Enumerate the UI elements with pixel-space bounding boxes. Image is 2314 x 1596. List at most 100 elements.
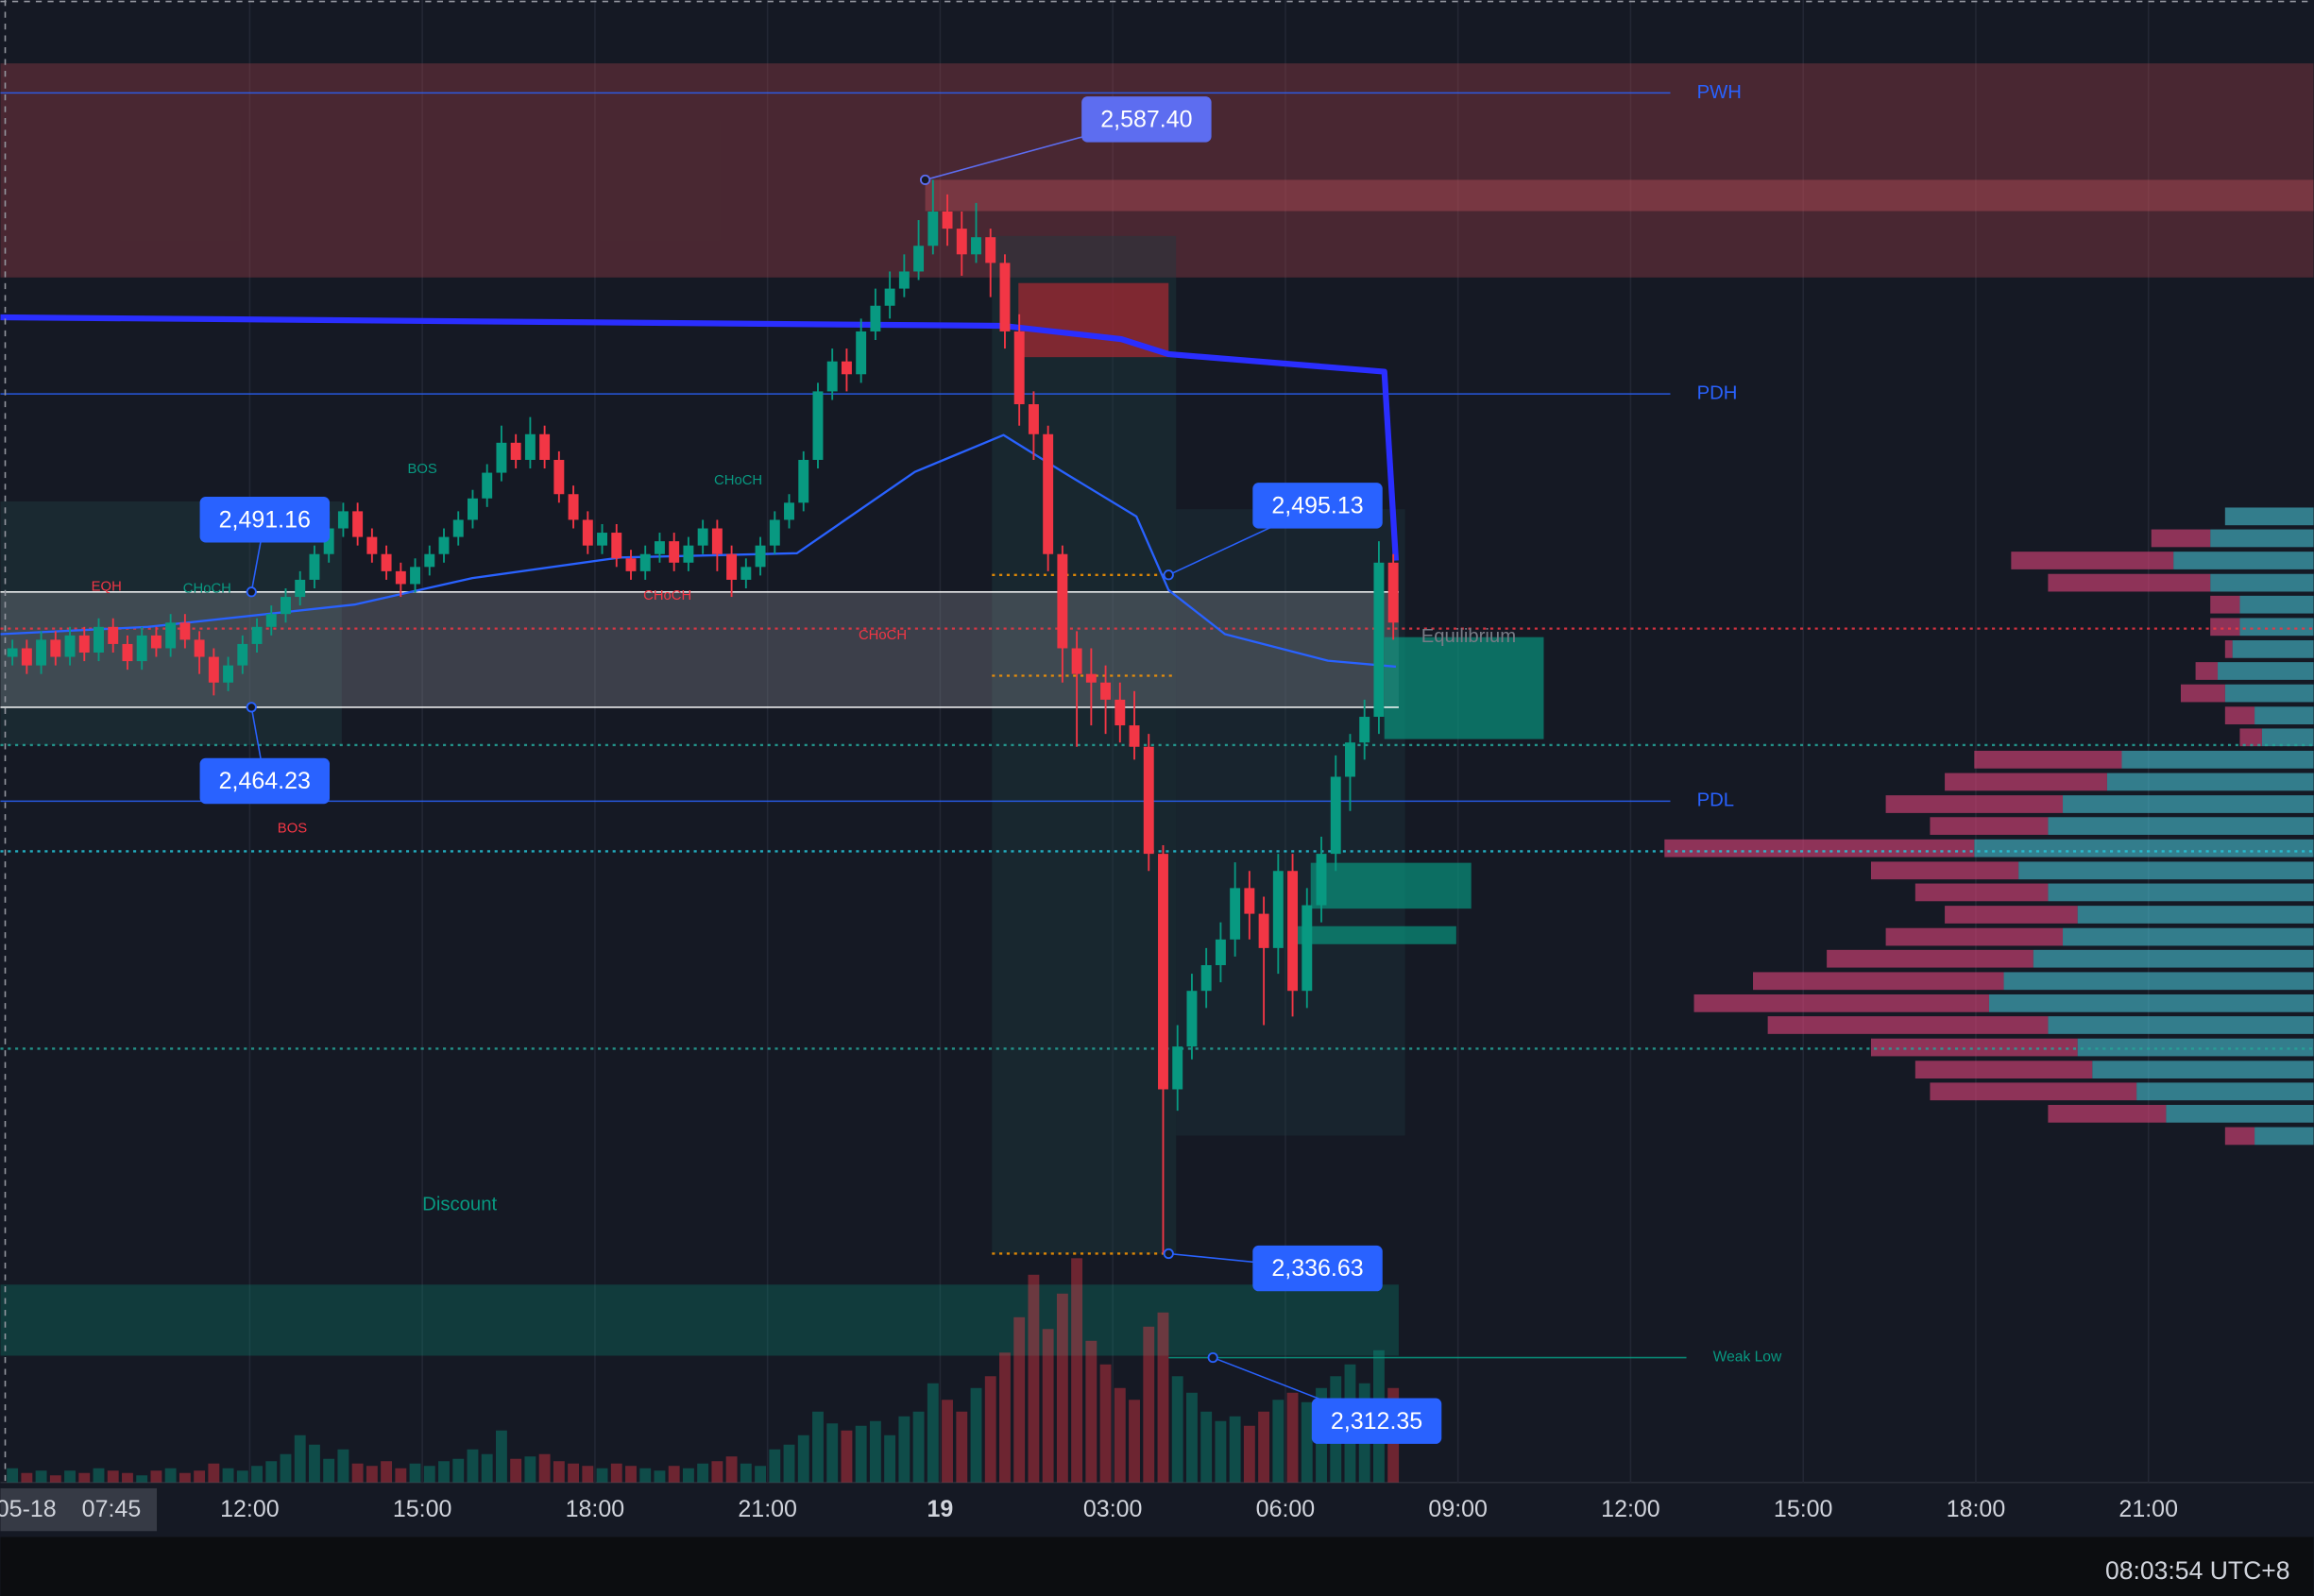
callout-anchor: [246, 702, 257, 713]
candle-body: [208, 656, 219, 683]
candle-body: [841, 361, 852, 375]
candle-body: [884, 288, 895, 306]
volume-bar: [381, 1461, 393, 1483]
profile-sell: [1664, 839, 1975, 857]
volume-bar: [1099, 1364, 1112, 1483]
callout-box: [1311, 1398, 1442, 1444]
volume-bar: [984, 1376, 996, 1483]
candle-body: [64, 635, 76, 657]
profile-sell: [2239, 728, 2262, 747]
profile-buy: [2224, 684, 2314, 703]
profile-buy: [2136, 1082, 2314, 1101]
profile-sell: [2180, 684, 2225, 703]
volume-bar: [1071, 1258, 1083, 1483]
volume-bar: [668, 1466, 680, 1483]
profile-sell: [2011, 552, 2174, 569]
profile-buy: [2166, 1104, 2314, 1123]
candle-body: [582, 519, 593, 546]
volume-bar: [1243, 1425, 1255, 1483]
x-tick-label: 18:00: [566, 1496, 625, 1522]
candle-body: [1129, 725, 1140, 747]
indicator-lines: [0, 314, 1400, 669]
candle-body: [165, 622, 177, 649]
candle-body: [654, 541, 665, 554]
volume-bar: [351, 1463, 364, 1483]
volume-bar: [510, 1458, 522, 1483]
profile-buy: [2261, 728, 2314, 747]
annotation: Equilibrium: [1421, 626, 1516, 647]
candle-body: [281, 597, 291, 615]
candle-body: [856, 331, 867, 375]
profile-buy: [2210, 573, 2314, 592]
annotation: CHoCH: [183, 581, 231, 596]
candle-body: [755, 545, 766, 568]
candle-body: [568, 494, 579, 520]
candle-body: [352, 511, 364, 537]
volume-bar: [208, 1463, 220, 1483]
profile-buy: [2048, 1016, 2314, 1034]
volume-bar: [524, 1456, 536, 1483]
volume-bar: [236, 1470, 248, 1483]
zone: [1310, 862, 1472, 909]
volume-bar: [1157, 1312, 1169, 1483]
x-tick-label: 12:00: [220, 1496, 280, 1522]
candle-body: [1200, 965, 1212, 992]
volume-bar: [1171, 1376, 1183, 1483]
volume-bar: [1114, 1387, 1126, 1483]
candle-body: [122, 643, 133, 662]
profile-buy: [2077, 906, 2314, 924]
candle-body: [1057, 553, 1068, 649]
candle-body: [7, 648, 18, 657]
volume-bar: [150, 1470, 162, 1483]
candle-body: [798, 459, 809, 503]
annotation: CHoCH: [643, 588, 691, 603]
volume-bar: [395, 1468, 407, 1483]
levels: PWH PDH PDL Weak Low: [0, 82, 2314, 1366]
candle-body: [1215, 939, 1226, 966]
candle-body: [395, 570, 406, 585]
volume-bar: [812, 1411, 824, 1483]
volume-bar: [337, 1449, 349, 1483]
volume-bar: [323, 1458, 335, 1483]
volume-bar: [164, 1468, 177, 1483]
volume-bar: [481, 1453, 493, 1483]
volume-bar: [1258, 1411, 1270, 1483]
candle-body: [1013, 331, 1025, 405]
volume-bar: [697, 1463, 709, 1483]
volume-bar: [21, 1472, 33, 1483]
candle-body: [438, 536, 450, 554]
candle-body: [223, 665, 234, 683]
volume-bar: [423, 1466, 435, 1483]
profile-buy: [2003, 972, 2314, 991]
profile-sell: [1885, 927, 2064, 946]
callout-anchor: [1207, 1351, 1218, 1364]
profile-buy: [2063, 795, 2314, 813]
profile-sell: [1914, 883, 2049, 902]
x-tick-label: 15:00: [1774, 1496, 1833, 1522]
level-label: PWH: [1697, 82, 1742, 103]
volume-bar: [855, 1425, 867, 1483]
candle-body: [726, 553, 738, 580]
volume-bar: [194, 1470, 206, 1483]
candle-body: [482, 472, 493, 499]
volume-bar: [136, 1475, 148, 1483]
volume-bar: [568, 1463, 580, 1483]
profile-buy: [2239, 618, 2314, 637]
volume-bar: [49, 1475, 61, 1483]
candle-body: [1345, 742, 1355, 777]
volume-bar: [1042, 1329, 1054, 1483]
profile-buy: [2077, 1038, 2314, 1057]
volume-profile: [1664, 507, 2314, 1146]
candle-body: [1373, 562, 1385, 718]
zone: [1176, 509, 1405, 1136]
callout-box: [1081, 96, 1212, 143]
candle-body: [94, 626, 104, 654]
volume-bar: [280, 1453, 292, 1483]
x-tick-label: 15:00: [393, 1496, 452, 1522]
candle-body: [179, 622, 191, 640]
profile-buy: [1974, 839, 2314, 857]
zone: [1384, 637, 1544, 739]
volume-bar: [538, 1453, 551, 1483]
profile-sell: [1945, 906, 2078, 924]
